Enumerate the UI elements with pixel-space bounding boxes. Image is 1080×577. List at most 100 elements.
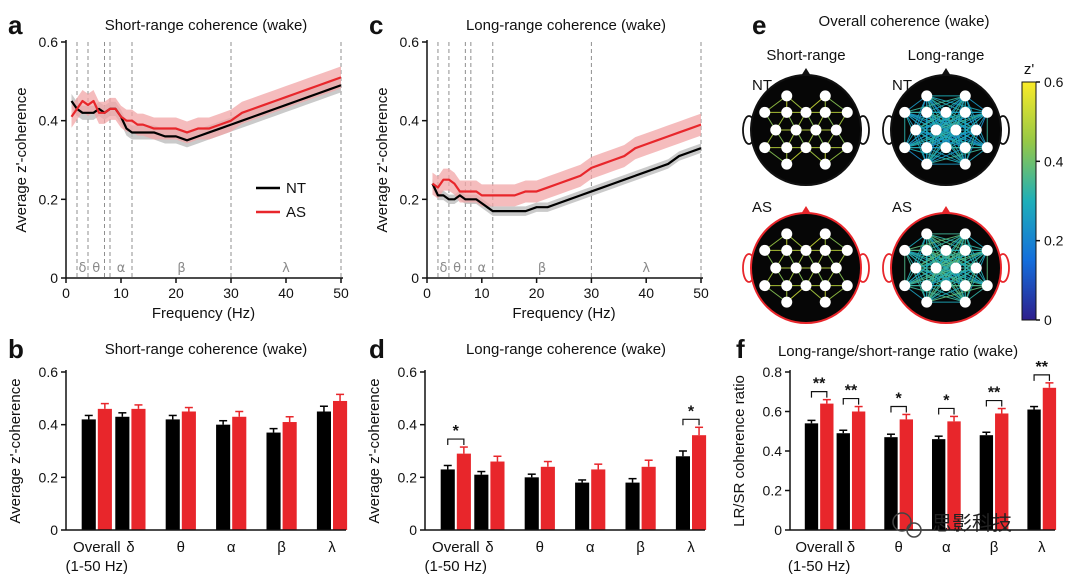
connection-line bbox=[904, 267, 957, 287]
significance-bracket bbox=[1033, 374, 1051, 381]
electrode bbox=[940, 244, 952, 256]
connection-line bbox=[926, 147, 966, 165]
electrode bbox=[790, 262, 802, 274]
electrode bbox=[770, 262, 782, 274]
category-label: (1-50 Hz) bbox=[66, 558, 129, 575]
significance-bracket bbox=[447, 438, 465, 446]
x-tick-label: 30 bbox=[584, 285, 600, 301]
connection-line bbox=[915, 111, 988, 131]
electrode bbox=[921, 280, 933, 292]
electrode bbox=[781, 280, 793, 292]
band-label: β bbox=[538, 261, 546, 276]
colorbar-tick-label: 0.4 bbox=[1044, 153, 1064, 169]
bar-nt bbox=[474, 474, 489, 530]
connection-line bbox=[904, 95, 966, 113]
connection-line bbox=[904, 147, 966, 165]
connection-line bbox=[904, 112, 966, 165]
category-label: δ bbox=[485, 539, 493, 556]
bar-as bbox=[97, 408, 112, 530]
watermark: 思影科技 bbox=[892, 511, 1012, 538]
connection-line bbox=[904, 285, 966, 303]
nose bbox=[941, 68, 951, 76]
x-axis-label: Frequency (Hz) bbox=[512, 305, 615, 322]
electrode bbox=[910, 262, 922, 274]
bar-as bbox=[232, 416, 247, 530]
row-label: NT bbox=[752, 77, 772, 94]
bar-as bbox=[899, 419, 914, 530]
electrode bbox=[841, 106, 853, 118]
bar-as bbox=[282, 422, 297, 530]
bar-nt bbox=[115, 416, 130, 530]
band-label: α bbox=[478, 261, 487, 276]
bar-nt bbox=[1027, 409, 1041, 530]
connection-line bbox=[915, 233, 928, 269]
category-label: α bbox=[227, 539, 236, 556]
category-label: λ bbox=[1038, 539, 1046, 556]
electrode bbox=[841, 280, 853, 292]
significance-marker: ** bbox=[988, 385, 1001, 402]
y-tick-label: 0.4 bbox=[39, 113, 59, 129]
panel-title-b: Short-range coherence (wake) bbox=[105, 341, 308, 358]
band-label: α bbox=[117, 261, 126, 276]
x-tick-label: 20 bbox=[529, 285, 545, 301]
y-axis-label: Average z'-coherence bbox=[13, 87, 30, 232]
bar-as bbox=[540, 466, 555, 530]
electrode bbox=[899, 142, 911, 154]
watermark-text: 思影科技 bbox=[932, 511, 1012, 535]
electrode bbox=[981, 106, 993, 118]
head-map bbox=[882, 206, 1010, 324]
y-tick-label: 0.4 bbox=[39, 417, 59, 433]
connection-line bbox=[915, 233, 966, 269]
bar-as bbox=[820, 403, 834, 530]
connection-line bbox=[926, 233, 988, 251]
y-axis-label: LR/SR coherence ratio bbox=[731, 375, 748, 527]
bar-nt bbox=[165, 419, 180, 530]
electrode bbox=[899, 106, 911, 118]
connection-line bbox=[926, 267, 977, 287]
electrode bbox=[921, 142, 933, 154]
x-tick-label: 50 bbox=[693, 285, 709, 301]
connection-line bbox=[926, 267, 977, 303]
panel-title-f: Long-range/short-range ratio (wake) bbox=[778, 343, 1018, 360]
significance-bracket bbox=[890, 405, 907, 413]
connection-line bbox=[904, 129, 957, 149]
electrode bbox=[759, 142, 771, 154]
electrode bbox=[841, 244, 853, 256]
significance-marker: * bbox=[688, 403, 695, 420]
category-label: λ bbox=[328, 539, 336, 556]
connection-line bbox=[915, 249, 966, 269]
electrode bbox=[790, 124, 802, 136]
electrode bbox=[800, 142, 812, 154]
electrode bbox=[981, 280, 993, 292]
electrode bbox=[921, 244, 933, 256]
x-tick-label: 40 bbox=[278, 285, 294, 301]
electrode bbox=[981, 244, 993, 256]
electrode bbox=[959, 90, 971, 102]
row-label: NT bbox=[892, 77, 912, 94]
bar-nt bbox=[575, 482, 590, 530]
electrode bbox=[800, 106, 812, 118]
category-label: α bbox=[586, 539, 595, 556]
connection-line bbox=[945, 112, 966, 165]
x-tick-label: 50 bbox=[333, 285, 349, 301]
electrode bbox=[819, 296, 831, 308]
bar-nt bbox=[836, 433, 850, 530]
electrode bbox=[781, 90, 793, 102]
connection-line bbox=[964, 129, 977, 165]
y-tick-label: 0.2 bbox=[398, 469, 418, 485]
line-chart-a: δ θ α β λ 0 0.2 0.4 0.6 0 10 20 30 40 50 Frequency (Hz)… bbox=[13, 34, 349, 322]
connection-line bbox=[964, 267, 977, 303]
category-label: β bbox=[636, 539, 645, 556]
bar-as bbox=[1042, 387, 1057, 530]
significance-marker: ** bbox=[1036, 359, 1049, 376]
electrode bbox=[800, 280, 812, 292]
y-tick-label: 0 bbox=[50, 522, 58, 538]
electrode bbox=[830, 262, 842, 274]
connection-line bbox=[926, 233, 977, 269]
y-tick-label: 0.6 bbox=[39, 364, 59, 380]
electrode bbox=[921, 296, 933, 308]
electrode bbox=[781, 228, 793, 240]
category-label: (1-50 Hz) bbox=[425, 558, 488, 575]
panel-letter-a: a bbox=[8, 10, 23, 40]
